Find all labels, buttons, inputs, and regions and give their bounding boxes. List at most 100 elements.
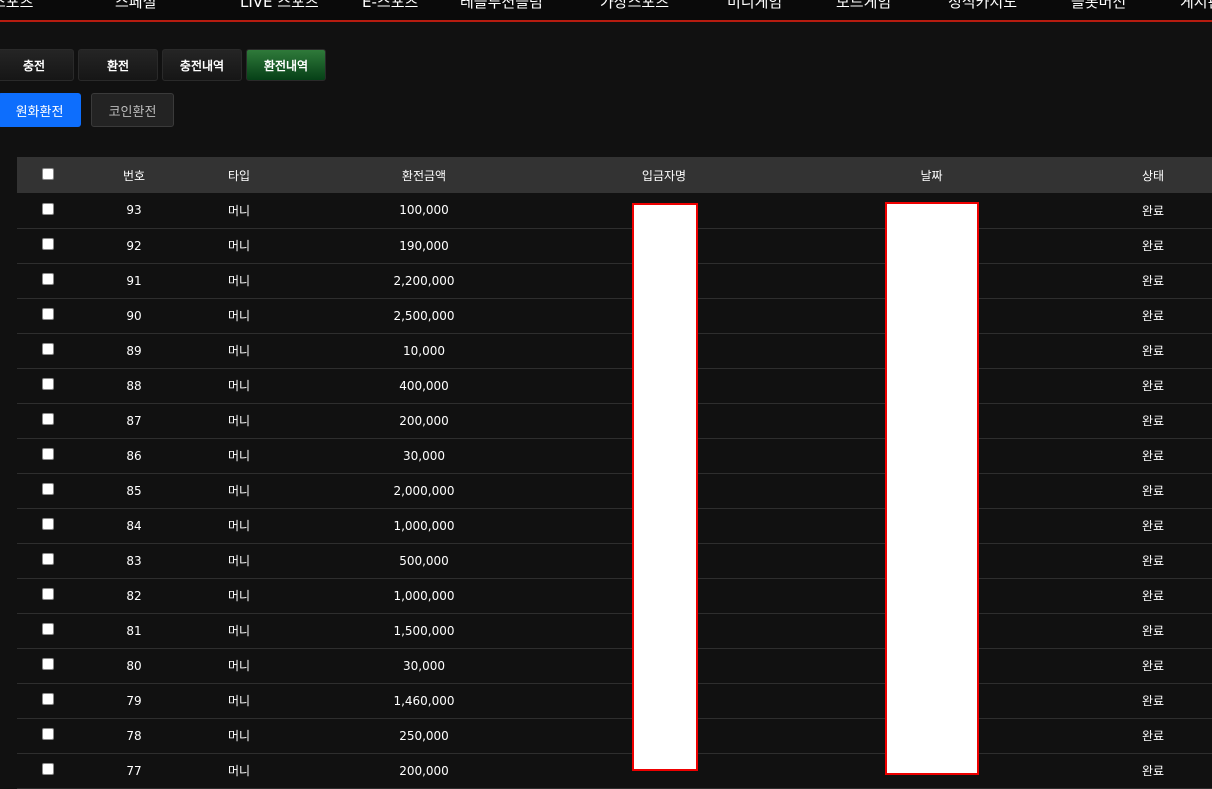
row-status: 완료 <box>1094 228 1212 264</box>
row-status: 완료 <box>1094 613 1212 649</box>
row-number: 93 <box>79 193 189 229</box>
row-checkbox[interactable] <box>17 508 79 544</box>
nav-item[interactable]: 슬롯머신 <box>1071 0 1127 11</box>
nav-item[interactable]: 스포츠 <box>0 0 34 11</box>
row-type: 머니 <box>189 543 289 579</box>
row-checkbox[interactable] <box>17 368 79 404</box>
nav-item[interactable]: 가상스포츠 <box>600 0 670 11</box>
redaction-box-date <box>885 202 979 775</box>
table-row: 78 머니 250,000 완료 <box>17 718 1212 754</box>
row-status: 완료 <box>1094 193 1212 229</box>
row-amount: 100,000 <box>289 193 559 229</box>
row-checkbox[interactable] <box>17 718 79 754</box>
row-amount: 190,000 <box>289 228 559 264</box>
row-number: 84 <box>79 508 189 544</box>
tab-bar: 충전 환전 충전내역 환전내역 <box>0 49 326 81</box>
tab-3[interactable]: 환전내역 <box>246 49 326 81</box>
row-amount: 500,000 <box>289 543 559 579</box>
row-type: 머니 <box>189 718 289 754</box>
nav-item[interactable]: 미니게임 <box>727 0 783 11</box>
row-number: 77 <box>79 753 189 789</box>
row-number: 88 <box>79 368 189 404</box>
top-nav: 스포츠 스페셜 LIVE 스포츠 E-스포츠 테블루션블럼 가상스포츠 미니게임 보드게임 정식… <box>0 0 1212 22</box>
tab-2[interactable]: 충전내역 <box>162 49 242 81</box>
row-amount: 30,000 <box>289 648 559 684</box>
row-checkbox[interactable] <box>17 473 79 509</box>
row-number: 91 <box>79 263 189 299</box>
row-status: 완료 <box>1094 298 1212 334</box>
row-checkbox[interactable] <box>17 228 79 264</box>
row-number: 79 <box>79 683 189 719</box>
row-checkbox[interactable] <box>17 403 79 439</box>
row-type: 머니 <box>189 648 289 684</box>
row-type: 머니 <box>189 403 289 439</box>
table-row: 86 머니 30,000 완료 <box>17 438 1212 474</box>
table-row: 77 머니 200,000 완료 <box>17 753 1212 789</box>
nav-item[interactable]: E-스포츠 <box>362 0 419 11</box>
tab-1[interactable]: 환전 <box>78 49 158 81</box>
row-number: 90 <box>79 298 189 334</box>
row-amount: 250,000 <box>289 718 559 754</box>
table-row: 85 머니 2,000,000 완료 <box>17 473 1212 509</box>
nav-item[interactable]: 스페셜 <box>115 0 157 11</box>
row-checkbox[interactable] <box>17 193 79 229</box>
row-checkbox[interactable] <box>17 578 79 614</box>
table-row: 88 머니 400,000 완료 <box>17 368 1212 404</box>
nav-item[interactable]: LIVE 스포츠 <box>240 0 319 11</box>
table-row: 80 머니 30,000 완료 <box>17 648 1212 684</box>
row-checkbox[interactable] <box>17 263 79 299</box>
row-amount: 1,000,000 <box>289 578 559 614</box>
row-type: 머니 <box>189 193 289 229</box>
row-status: 완료 <box>1094 438 1212 474</box>
table-row: 82 머니 1,000,000 완료 <box>17 578 1212 614</box>
col-date: 날짜 <box>769 157 1094 193</box>
row-checkbox[interactable] <box>17 648 79 684</box>
table-row: 81 머니 1,500,000 완료 <box>17 613 1212 649</box>
col-amount: 환전금액 <box>289 157 559 193</box>
nav-item[interactable]: 정식카지노 <box>948 0 1018 11</box>
select-all-checkbox[interactable] <box>17 157 79 193</box>
nav-item[interactable]: 테블루션블럼 <box>460 0 543 11</box>
row-number: 81 <box>79 613 189 649</box>
row-checkbox[interactable] <box>17 753 79 789</box>
row-status: 완료 <box>1094 368 1212 404</box>
tab-krw-exchange[interactable]: 원화환전 <box>0 93 81 127</box>
nav-item[interactable]: 게시판 <box>1180 0 1212 11</box>
row-checkbox[interactable] <box>17 438 79 474</box>
row-amount: 10,000 <box>289 333 559 369</box>
nav-item[interactable]: 보드게임 <box>836 0 892 11</box>
tab-coin-exchange[interactable]: 코인환전 <box>91 93 174 127</box>
row-number: 89 <box>79 333 189 369</box>
row-amount: 400,000 <box>289 368 559 404</box>
row-type: 머니 <box>189 473 289 509</box>
col-depositor: 입금자명 <box>559 157 769 193</box>
row-amount: 200,000 <box>289 753 559 789</box>
exchange-history-table: 번호 타입 환전금액 입금자명 날짜 상태 93 머니 100,000 완료 9… <box>17 157 1212 789</box>
table-row: 92 머니 190,000 완료 <box>17 228 1212 264</box>
table-row: 87 머니 200,000 완료 <box>17 403 1212 439</box>
row-checkbox[interactable] <box>17 543 79 579</box>
row-amount: 200,000 <box>289 403 559 439</box>
table-row: 91 머니 2,200,000 완료 <box>17 263 1212 299</box>
row-number: 87 <box>79 403 189 439</box>
row-number: 82 <box>79 578 189 614</box>
row-checkbox[interactable] <box>17 298 79 334</box>
row-number: 80 <box>79 648 189 684</box>
row-amount: 2,200,000 <box>289 263 559 299</box>
table-row: 83 머니 500,000 완료 <box>17 543 1212 579</box>
row-checkbox[interactable] <box>17 613 79 649</box>
row-number: 83 <box>79 543 189 579</box>
tab-0[interactable]: 충전 <box>0 49 74 81</box>
row-checkbox[interactable] <box>17 683 79 719</box>
redaction-box-depositor <box>632 203 698 771</box>
row-type: 머니 <box>189 683 289 719</box>
col-status: 상태 <box>1094 157 1212 193</box>
row-type: 머니 <box>189 508 289 544</box>
row-status: 완료 <box>1094 648 1212 684</box>
table-row: 93 머니 100,000 완료 <box>17 193 1212 229</box>
row-type: 머니 <box>189 753 289 789</box>
row-status: 완료 <box>1094 473 1212 509</box>
table-row: 84 머니 1,000,000 완료 <box>17 508 1212 544</box>
row-checkbox[interactable] <box>17 333 79 369</box>
row-status: 완료 <box>1094 753 1212 789</box>
